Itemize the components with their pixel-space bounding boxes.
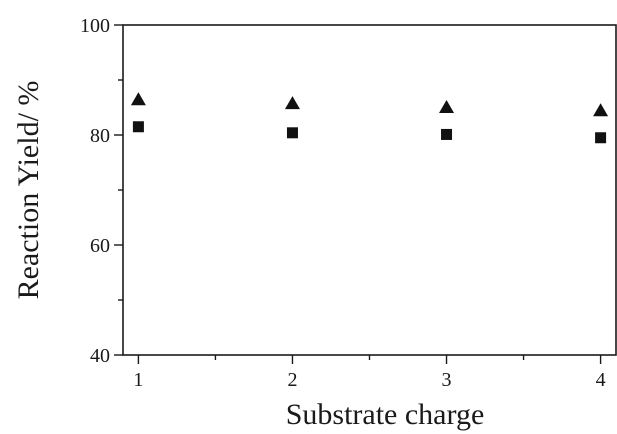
y-tick-label-80: 80 <box>90 125 110 147</box>
y-axis-tick-labels: 40 60 80 100 <box>80 15 110 367</box>
square-marker <box>595 132 607 144</box>
x-tick-label-1: 1 <box>133 369 143 391</box>
y-tick-label-40: 40 <box>90 345 110 367</box>
x-tick-label-2: 2 <box>287 369 297 391</box>
plot-frame <box>122 24 617 356</box>
y-tick-label-100: 100 <box>80 15 110 37</box>
triangle-marker <box>284 96 300 110</box>
x-axis-tick-labels: 1 2 3 4 <box>133 369 605 391</box>
y-tick-label-60: 60 <box>90 235 110 257</box>
square-marker <box>132 121 144 133</box>
square-marker <box>286 127 298 139</box>
x-axis-title: Substrate charge <box>286 398 485 431</box>
triangle-marker <box>439 99 455 113</box>
square-marker <box>441 128 453 140</box>
x-tick-label-3: 3 <box>442 369 452 391</box>
x-tick-label-4: 4 <box>596 369 606 391</box>
y-axis-title: Reaction Yield/ % <box>12 81 45 300</box>
y-axis-ticks <box>114 24 123 356</box>
triangle-marker <box>130 92 146 106</box>
triangle-marker <box>593 103 609 117</box>
data-markers <box>130 92 609 144</box>
x-axis-ticks <box>137 355 602 364</box>
